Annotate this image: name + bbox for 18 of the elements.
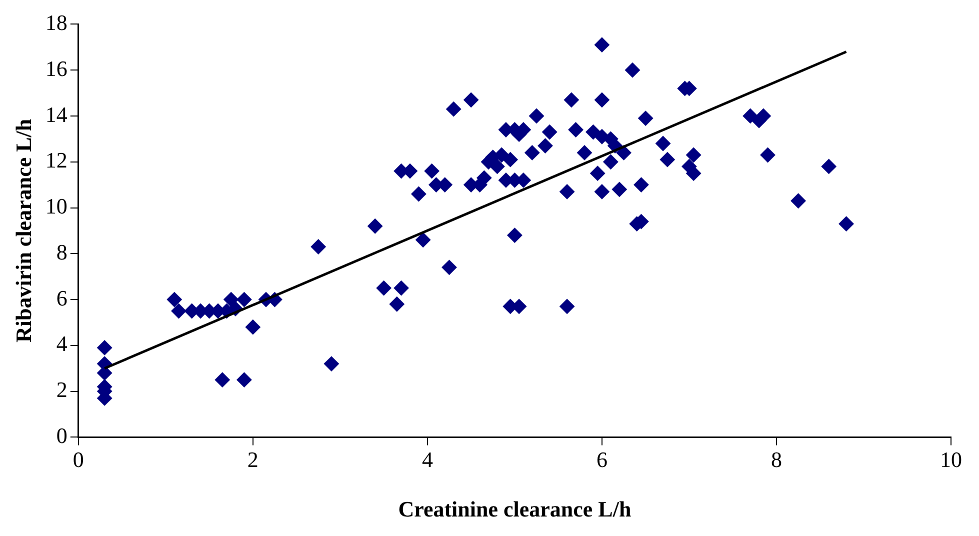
y-tick-label: 4	[56, 331, 68, 356]
y-tick-label: 8	[56, 239, 68, 264]
x-tick-label: 8	[770, 447, 782, 472]
x-tick-label: 6	[596, 447, 608, 472]
y-tick-label: 12	[45, 148, 68, 173]
y-tick-label: 2	[56, 377, 68, 402]
x-tick-label: 0	[72, 447, 84, 472]
x-tick-label: 4	[422, 447, 433, 472]
x-axis-title: Creatinine clearance L/h	[398, 496, 632, 522]
y-tick-label: 0	[56, 422, 68, 448]
x-tick-label: 2	[247, 447, 258, 472]
y-tick-label: 16	[45, 56, 68, 81]
y-tick-label: 6	[56, 285, 68, 310]
y-tick-label: 14	[45, 102, 68, 127]
y-tick-label: 10	[45, 194, 68, 219]
x-tick-label: 10	[940, 447, 962, 472]
y-tick-label: 18	[45, 10, 68, 35]
y-axis-title: Ribavirin clearance L/h	[10, 118, 36, 343]
